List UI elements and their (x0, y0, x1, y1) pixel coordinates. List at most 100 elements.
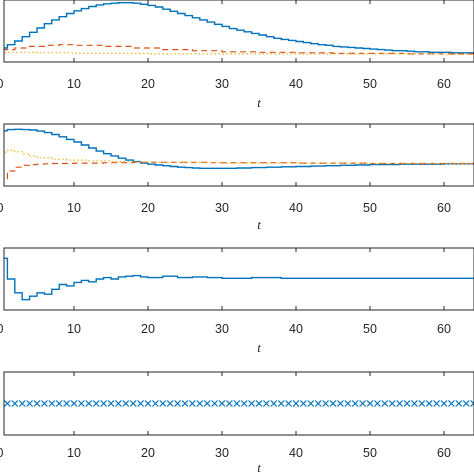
marker-stroke (218, 400, 226, 407)
marker-stroke (255, 400, 263, 407)
panel-4-x-marker (470, 400, 474, 407)
marker-stroke (55, 400, 63, 407)
panel-4-x-marker (196, 400, 204, 407)
panel-4-x-marker (373, 400, 381, 407)
panel-4-x-marker (292, 400, 300, 407)
marker-stroke (344, 400, 352, 407)
panel-2-x-tick-label: 20 (141, 201, 155, 215)
panel-4-x-marker (33, 400, 41, 407)
marker-stroke (100, 400, 108, 407)
panel-4-x-marker (225, 400, 233, 407)
panel-4-x-tick-label: 50 (363, 446, 377, 460)
panel-4-x-marker (299, 400, 307, 407)
marker-stroke (77, 400, 85, 407)
panel-4-x-tick-label: 20 (141, 446, 155, 460)
panel-1-x-tick-label: 30 (215, 77, 229, 91)
marker-stroke (248, 400, 256, 407)
panel-2-x-tick-label: 60 (437, 201, 451, 215)
panel-4-x-marker (285, 400, 293, 407)
panel-4-x-marker (151, 400, 159, 407)
panel-2-x-tick-label: 30 (215, 201, 229, 215)
marker-stroke (48, 400, 56, 407)
panel-1-x-tick-label: 10 (67, 77, 81, 91)
marker-stroke (277, 400, 285, 407)
marker-stroke (462, 400, 470, 407)
marker-stroke (33, 400, 41, 407)
marker-stroke (262, 400, 270, 407)
panel-4-x-marker (18, 400, 26, 407)
panel-2-series-2 (4, 161, 474, 180)
marker-stroke (85, 400, 93, 407)
marker-stroke (40, 400, 48, 407)
panel-4-x-marker (137, 400, 145, 407)
marker-stroke (314, 400, 322, 407)
marker-stroke (359, 400, 367, 407)
panel-3-x-tick-label: 50 (363, 322, 377, 336)
panel-2-series-3 (4, 149, 474, 165)
marker-stroke (18, 400, 26, 407)
panel-4-x-marker (462, 400, 470, 407)
panel-4-x-marker (55, 400, 63, 407)
panel-4-x-marker (351, 400, 359, 407)
marker-stroke (114, 400, 122, 407)
marker-stroke (381, 400, 389, 407)
panel-1-series-2 (4, 44, 474, 55)
marker-stroke (144, 400, 152, 407)
marker-stroke (63, 400, 71, 407)
panel-4-x-marker (262, 400, 270, 407)
marker-stroke (440, 400, 448, 407)
panel-4-x-marker (425, 400, 433, 407)
panel-4-x-marker (122, 400, 130, 407)
marker-stroke (174, 400, 182, 407)
panel-4: 0 10 20 30 40 50 60 t (0, 371, 474, 474)
panel-4-x-marker (403, 400, 411, 407)
panel-4-x-marker (381, 400, 389, 407)
marker-stroke (4, 400, 11, 407)
panel-4-x-marker (336, 400, 344, 407)
marker-stroke (107, 400, 115, 407)
panel-3-x-tick-label: 60 (437, 322, 451, 336)
panel-1: 0 10 20 30 40 50 60 t (0, 0, 474, 110)
panel-4-x-marker (344, 400, 352, 407)
panel-4-x-marker (0, 401, 3, 407)
marker-stroke (196, 400, 204, 407)
panel-4-x-marker (307, 400, 315, 407)
marker-stroke (396, 400, 404, 407)
marker-stroke (151, 400, 159, 407)
panel-4-x-marker (233, 400, 241, 407)
panel-4-x-marker (107, 400, 115, 407)
panel-4-x-marker (40, 400, 48, 407)
panel-3-x-tick-label: 0 (0, 322, 4, 336)
marker-stroke (159, 400, 167, 407)
panel-4-x-marker (92, 400, 100, 407)
panel-2-x-axis-label: t (257, 217, 261, 232)
marker-stroke (129, 400, 137, 407)
panel-4-x-marker (11, 400, 19, 407)
panel-4-x-tick-label: 40 (289, 446, 303, 460)
panel-4-x-marker (248, 400, 256, 407)
panel-1-x-ticks (73, 0, 445, 62)
panel-4-x-marker (388, 400, 396, 407)
panel-3-series-1 (4, 257, 474, 301)
marker-stroke (292, 400, 300, 407)
marker-stroke (11, 400, 19, 407)
panel-4-x-marker (166, 400, 174, 407)
panel-3-x-axis-label: t (257, 340, 261, 355)
panel-4-x-tick-label: 30 (215, 446, 229, 460)
panel-4-x-marker (129, 400, 137, 407)
marker-stroke (240, 400, 248, 407)
panel-4-x-marker (418, 400, 426, 407)
panel-4-x-marker (410, 400, 418, 407)
marker-stroke (225, 400, 233, 407)
panel-1-data (4, 2, 474, 56)
marker-stroke (455, 400, 463, 407)
panel-4-x-tick-label: 10 (67, 446, 81, 460)
panel-4-x-axis-label: t (257, 460, 261, 474)
panel-3-x-tick-label: 20 (141, 322, 155, 336)
marker-stroke (366, 400, 374, 407)
panel-3: 0 10 20 30 40 50 60 t (0, 247, 474, 355)
panel-3-x-tick-label: 30 (215, 322, 229, 336)
panel-4-x-marker (203, 400, 211, 407)
panel-2-series-1 (4, 128, 474, 169)
